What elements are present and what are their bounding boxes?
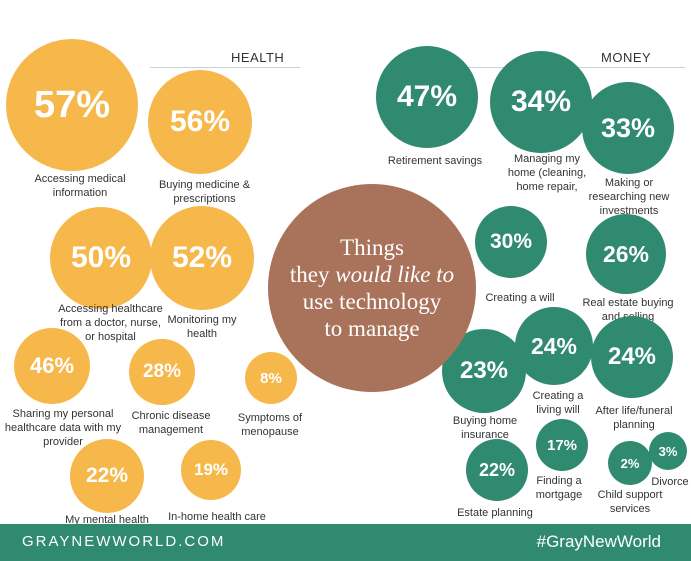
money-bubble-value: 24% xyxy=(530,332,578,359)
money-bubble-value: 47% xyxy=(396,80,458,113)
money-bubble-9: 17% xyxy=(536,419,588,471)
health-bubble-label: Accessing healthcare from a doctor, nurs… xyxy=(58,303,163,343)
health-bubble-1: 57% xyxy=(6,39,138,171)
health-bubble-value: 19% xyxy=(193,460,229,479)
footer-hashtag: #GrayNewWorld xyxy=(536,532,661,551)
center-line-3: use technology xyxy=(302,289,442,314)
money-bubble-6: 24% xyxy=(515,307,593,385)
money-bubble-label: Estate planning xyxy=(457,507,533,519)
center-line-1: Things xyxy=(340,235,404,260)
money-bubble-4: 30% xyxy=(475,206,547,278)
health-bubble-label: Accessing medical information xyxy=(34,173,126,199)
health-bubble-9: 19% xyxy=(181,440,241,500)
health-bubble-value: 50% xyxy=(70,241,132,274)
center-line-4: to manage xyxy=(324,316,420,341)
center-line-2-emphasis: would like to xyxy=(335,262,455,287)
health-bubble-label: Symptoms of menopause xyxy=(237,412,303,438)
money-bubble-3: 33% xyxy=(582,82,674,174)
health-bubble-2: 56% xyxy=(148,70,252,174)
health-bubble-label: Sharing my personal healthcare data with… xyxy=(4,408,122,448)
health-bubble-label: In-home health care xyxy=(168,511,266,523)
money-bubble-value: 3% xyxy=(658,443,678,459)
money-section-title: MONEY xyxy=(601,50,652,65)
health-bubble-8: 22% xyxy=(70,439,144,513)
money-bubble-value: 30% xyxy=(489,230,533,253)
health-bubble-label: Chronic disease management xyxy=(131,410,211,436)
money-bubble-1: 47% xyxy=(376,46,478,148)
money-bubble-label: Buying home insurance xyxy=(452,415,518,441)
money-bubble-label: Real estate buying and selling xyxy=(582,297,674,323)
footer-site-link[interactable]: GRAYNEWWORLD.COM xyxy=(22,533,226,550)
center-title-circle: Things they would like to use technology… xyxy=(268,184,476,392)
health-bubble-value: 22% xyxy=(85,464,129,487)
health-section-rule xyxy=(150,67,300,68)
money-bubble-value: 26% xyxy=(602,240,650,267)
money-bubble-label: Creating a will xyxy=(485,292,555,304)
money-bubble-value: 22% xyxy=(478,459,516,480)
money-bubble-label: Divorce xyxy=(651,476,689,488)
health-bubble-value: 52% xyxy=(171,241,233,274)
center-line-2: they would like to xyxy=(290,261,454,288)
health-bubble-value: 8% xyxy=(260,369,282,387)
health-bubble-label: Monitoring my health xyxy=(167,314,237,340)
health-bubble-6: 28% xyxy=(129,339,195,405)
health-bubble-3: 50% xyxy=(50,207,152,309)
health-bubble-label: Buying medicine & prescriptions xyxy=(158,179,251,205)
center-title: Things they would like to use technology… xyxy=(290,234,454,342)
health-bubble-value: 57% xyxy=(33,83,111,126)
health-bubble-label: My mental health xyxy=(65,514,149,526)
money-bubble-value: 17% xyxy=(546,436,578,454)
health-bubble-5: 46% xyxy=(14,328,90,404)
money-bubble-5: 26% xyxy=(586,214,666,294)
money-bubble-10: 22% xyxy=(466,439,528,501)
money-bubble-label: Creating a living will xyxy=(532,390,584,416)
money-bubble-7: 24% xyxy=(591,316,673,398)
footer-bar: GRAYNEWWORLD.COM #GrayNewWorld xyxy=(0,524,691,561)
money-bubble-label: Child support services xyxy=(597,489,663,515)
money-bubble-value: 34% xyxy=(510,85,572,118)
health-bubble-value: 28% xyxy=(142,361,182,382)
health-section-title: HEALTH xyxy=(231,50,285,65)
health-bubble-4: 52% xyxy=(150,206,254,310)
money-bubble-value: 2% xyxy=(620,455,640,471)
money-bubble-2: 34% xyxy=(490,51,592,153)
health-bubble-7: 8% xyxy=(245,352,297,404)
money-bubble-label: Retirement savings xyxy=(387,155,483,167)
money-bubble-label: Finding a mortgage xyxy=(535,475,583,501)
money-bubble-value: 24% xyxy=(607,343,657,370)
money-bubble-label: Managing my home (cleaning, home repair, xyxy=(507,153,587,193)
center-line-2-prefix: they xyxy=(289,262,336,287)
money-bubble-label: After life/funeral planning xyxy=(595,405,673,431)
money-bubble-value: 33% xyxy=(600,112,656,143)
money-bubble-label: Making or researching new investments xyxy=(588,177,670,217)
money-bubble-12: 3% xyxy=(649,432,687,470)
money-bubble-value: 23% xyxy=(459,357,509,384)
health-bubble-value: 56% xyxy=(169,105,231,138)
money-bubble-11: 2% xyxy=(608,441,652,485)
health-bubble-value: 46% xyxy=(29,353,75,378)
